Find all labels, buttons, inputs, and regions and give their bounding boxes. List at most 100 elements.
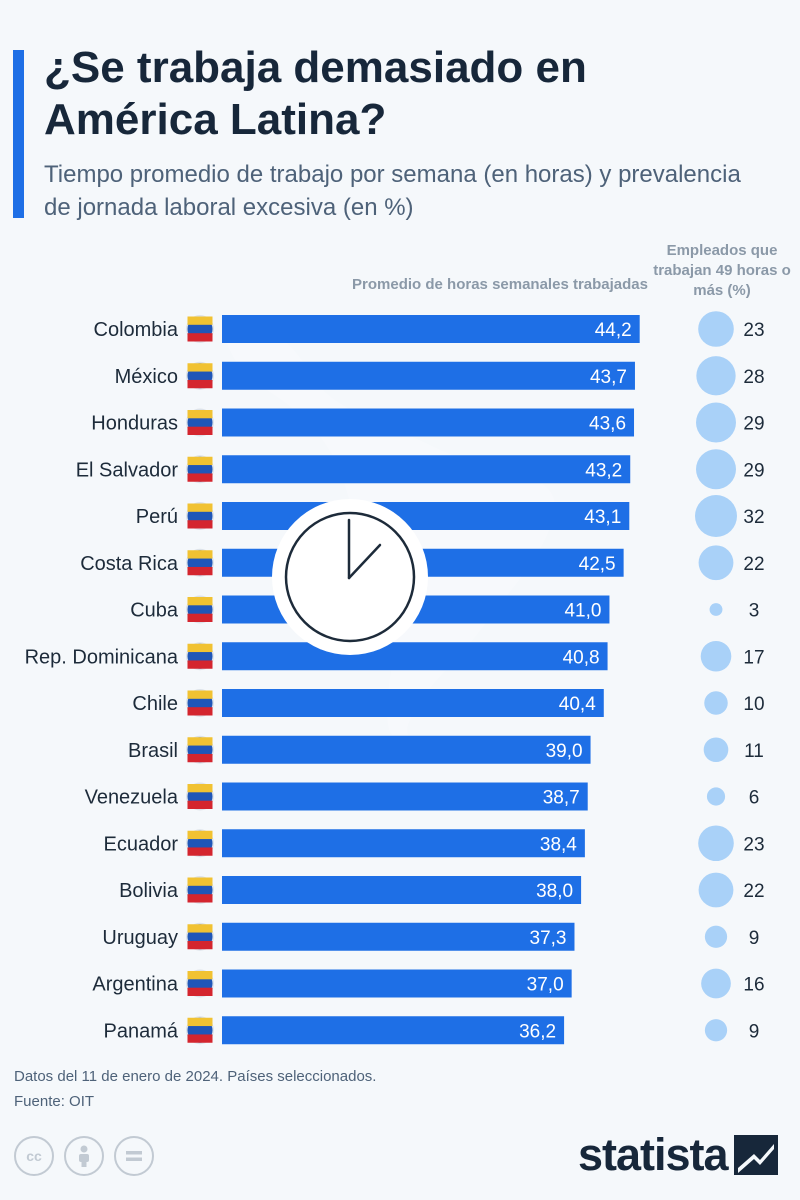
bar-value-label: 36,2 [519,1021,556,1042]
flag-peru-icon [186,502,214,530]
hours-bar [222,969,572,998]
percentage-label: 29 [743,460,764,481]
percentage-bubble [704,925,728,948]
page-subtitle: Tiempo promedio de trabajo por semana (e… [44,161,741,221]
percentage-label: 32 [743,507,764,528]
category-label: Honduras [91,413,178,435]
bar-value-label: 43,7 [590,367,627,388]
statista-mark-icon [733,1135,778,1175]
bar-value-label: 42,5 [579,554,616,575]
bar-value-label: 39,0 [546,741,583,762]
chart-row: Bolivia 38,0 22 [119,872,765,908]
chart-row: Brasil 39,0 11 [128,735,764,764]
percentage-bubble [696,402,736,443]
percentage-label: 22 [743,554,764,575]
category-label: Chile [132,693,178,715]
percentage-bubble [703,737,729,763]
flag-colombia-icon [186,315,214,343]
license-icons: cc [14,1136,154,1176]
flag-argentina-icon [186,969,214,998]
hours-bar [222,455,631,484]
bar-value-label: 37,3 [530,928,567,949]
percentage-label: 23 [743,320,764,341]
title-accent-bar [13,50,24,218]
category-label: Cuba [130,600,179,622]
category-label: Colombia [94,319,179,341]
category-label: Ecuador [104,833,179,855]
chart-row: Chile 40,4 10 [132,689,765,717]
chart-row: Ecuador 38,4 23 [104,825,765,862]
percentage-label: 11 [744,741,764,762]
bar-value-label: 43,6 [589,414,626,435]
chart-row: El Salvador 43,2 29 [76,449,765,490]
bar-value-label: 41,0 [564,601,601,622]
bar-value-label: 44,2 [595,320,632,341]
chart-row: Cuba 41,0 3 [130,595,759,624]
bar-value-label: 37,0 [527,975,564,996]
no-derivatives-icon[interactable] [114,1136,154,1176]
percentage-bubble [698,825,734,862]
chart-row: Venezuela 38,7 6 [85,782,760,811]
chart-row: Rep. Dominicana 40,8 17 [25,640,765,672]
percentage-label: 23 [743,834,764,855]
percentage-bubble [700,640,732,672]
hours-bar [222,408,635,437]
page-title: ¿Se trabaja demasiado en América Latina? [44,43,587,144]
hours-chart: Colombia 44,2 23 México 43,7 28 Honduras 43,6 29… [25,311,765,1045]
hours-bar [222,1016,565,1045]
percentage-bubble [698,311,734,347]
bar-value-label: 38,4 [540,834,577,855]
category-label: Perú [136,506,178,528]
category-label: Panamá [104,1020,179,1042]
category-label: México [115,366,178,388]
percentage-label: 6 [749,788,760,809]
cc-label: cc [26,1148,42,1164]
hours-bar [222,735,591,764]
percentage-label: 22 [743,881,764,902]
percentage-label: 16 [743,975,764,996]
brand-name: statista [578,1129,729,1180]
flag-uruguay-icon [186,922,214,951]
flag-brazil-icon [186,735,214,764]
hours-bar [222,689,604,717]
percentage-bubble [695,495,737,537]
category-label: Costa Rica [80,553,179,575]
percentage-bubble [696,449,736,490]
footnote-note: Datos del 11 de enero de 2024. Países se… [14,1068,377,1085]
hours-bar [222,922,575,951]
percentage-bubble [704,1019,728,1042]
hours-bar [222,829,585,858]
bar-value-label: 38,7 [543,788,580,809]
category-label: Uruguay [102,927,178,949]
percentage-bubble [701,968,731,999]
flag-cuba-icon [186,595,214,624]
chart-row: México 43,7 28 [115,356,765,396]
chart-row: Argentina 37,0 16 [92,968,765,999]
hours-bar [222,361,635,390]
hours-bar [222,876,582,904]
clock-icon [272,499,428,655]
hours-bar [222,782,588,811]
bar-value-label: 43,2 [585,460,622,481]
percentage-bubble [709,603,723,616]
category-label: Bolivia [119,880,179,902]
attribution-icon[interactable] [64,1136,104,1176]
flag-costa-rica-icon [186,548,214,577]
hours-bar [222,642,608,671]
percentage-bubble [696,356,736,396]
chart-row: Perú 43,1 32 [136,495,765,537]
flag-ecuador-icon [186,829,214,858]
flag-dominican-republic-icon [186,642,214,671]
percentage-label: 9 [749,928,760,949]
chart-row: Honduras 43,6 29 [91,402,765,443]
bar-value-label: 38,0 [536,881,573,902]
chart-row: Uruguay 37,3 9 [102,922,760,951]
percentage-bubble [698,545,734,581]
statista-logo[interactable]: statista [578,1127,778,1183]
flag-bolivia-icon [186,876,214,904]
bar-value-label: 43,1 [584,507,621,528]
flag-el-salvador-icon [186,455,214,484]
bar-column-header: Promedio de horas semanales trabajadas [352,276,648,293]
creative-commons-icon[interactable]: cc [14,1136,54,1176]
hours-bar [222,502,630,530]
